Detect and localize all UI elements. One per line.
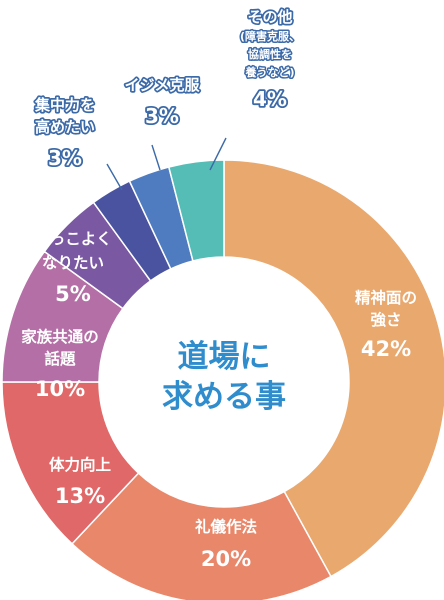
slice-5-label-2: なりたい: [42, 254, 104, 272]
slice-1: [223, 159, 444, 578]
leader-lines: [106, 137, 227, 191]
slice-8-value: 4%: [253, 87, 287, 111]
slice-1-value: 42%: [361, 337, 411, 361]
chart-title-line-2: 求める事: [162, 379, 286, 415]
slice-6-value: 3%: [48, 146, 82, 170]
slice-8: [167, 159, 225, 262]
slice-5-value: 5%: [55, 282, 91, 306]
slice-2-value: 20%: [201, 547, 251, 571]
donut-slices: [1, 159, 444, 600]
slice-3-label-1: 体力向上: [49, 455, 112, 474]
slice-3-value: 13%: [55, 484, 105, 508]
slice-4-label-1: 家族共通の: [21, 327, 99, 346]
slice-7-leader: [151, 144, 161, 171]
slice-2-label-1: 礼儀作法: [195, 517, 257, 536]
slice-8-leader: [209, 137, 227, 171]
slice-6-leader: [106, 163, 123, 191]
slice-6-label-1: 集中力を: [34, 96, 95, 114]
slice-5-label-1: かっこよく: [34, 230, 112, 248]
slice-7-label-1: イジメ克服: [124, 76, 200, 94]
slice-8-sublabel-3: 養うなど): [245, 65, 294, 79]
slice-6-label-2: 高めたい: [35, 118, 95, 136]
slice-8-sublabel-2: 協調性を: [248, 47, 292, 61]
slice-1-label-2: 強さ: [370, 310, 401, 329]
slice-1-label-1: 精神面の: [355, 288, 417, 307]
slice-2: [70, 472, 332, 600]
slice-4-label-2: 話題: [44, 349, 76, 368]
slice-4-value: 10%: [35, 377, 85, 401]
chart-title-line-1: 道場に: [178, 339, 271, 375]
slice-8-sublabel-1: (障害克服、: [240, 29, 300, 43]
slice-7-value: 3%: [145, 104, 179, 128]
slice-8-label-1: その他: [247, 8, 292, 26]
